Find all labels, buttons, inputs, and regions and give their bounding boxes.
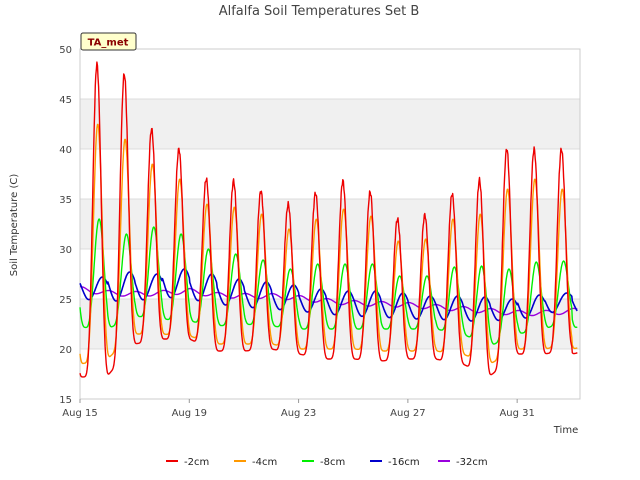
y-tick-label: 15 [59, 395, 72, 406]
y-axis-ticks: 15 20 25 30 35 40 45 50 [59, 45, 72, 406]
annotation-badge-label: TA_met [88, 38, 129, 49]
x-axis-ticks: Aug 15 Aug 19 Aug 23 Aug 27 Aug 31 [62, 399, 535, 419]
legend-label: -16cm [388, 457, 420, 468]
x-tick-label: Aug 27 [390, 408, 425, 419]
legend-label: -32cm [456, 457, 488, 468]
chart-title: Alfalfa Soil Temperatures Set B [219, 4, 420, 19]
legend-label: -4cm [252, 457, 277, 468]
annotation-badge-box [80, 32, 137, 51]
y-tick-label: 20 [59, 345, 72, 356]
y-axis-label: Soil Temperature (C) [9, 174, 20, 277]
series-line-m32cm [79, 285, 578, 317]
legend-label: -2cm [184, 457, 209, 468]
series-lines [79, 61, 578, 378]
y-tick-label: 50 [59, 45, 72, 56]
series-line-m4cm [79, 123, 578, 365]
series-line-m8cm [79, 218, 578, 345]
plot-band [80, 99, 580, 149]
x-tick-label: Aug 19 [172, 408, 207, 419]
plot-band [80, 199, 580, 249]
legend-label: -8cm [320, 457, 345, 468]
x-tick-label: Aug 23 [281, 408, 316, 419]
x-tick-label: Aug 31 [499, 408, 534, 419]
y-tick-label: 45 [59, 95, 72, 106]
y-tick-label: 30 [59, 245, 72, 256]
series-line-m2cm [79, 61, 578, 378]
plot-frame [79, 48, 581, 400]
legend: -2cm -4cm -8cm -16cm -32cm [166, 457, 488, 468]
series-line-m16cm [79, 268, 578, 322]
y-tick-label: 35 [59, 195, 72, 206]
y-tick-label: 40 [59, 145, 72, 156]
y-tick-label: 25 [59, 295, 72, 306]
annotation-badge: TA_met [80, 32, 137, 51]
x-tick-label: Aug 15 [62, 408, 97, 419]
x-axis-label: Time [553, 425, 578, 436]
